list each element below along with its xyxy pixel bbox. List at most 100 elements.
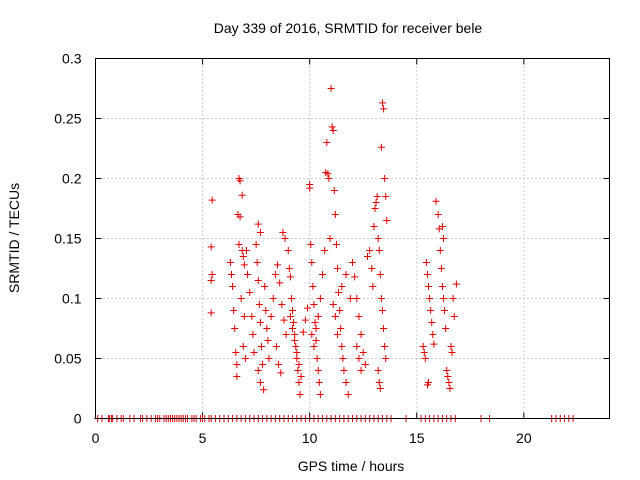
- data-point: [323, 139, 331, 146]
- data-point: [441, 307, 449, 314]
- data-point: [428, 319, 436, 326]
- data-point: [208, 196, 216, 204]
- y-tick-label: 0.25: [54, 111, 81, 127]
- data-point: [438, 223, 446, 230]
- data-point: [355, 313, 363, 320]
- data-point: [255, 301, 263, 308]
- data-point: [327, 85, 335, 92]
- data-point: [227, 271, 235, 278]
- data-point: [233, 373, 241, 380]
- data-point: [236, 213, 244, 221]
- data-point: [240, 313, 248, 320]
- data-point: [293, 349, 301, 356]
- data-point: [278, 301, 286, 308]
- data-point: [344, 391, 352, 398]
- data-point: [242, 247, 250, 254]
- data-point: [256, 379, 264, 386]
- data-point: [235, 241, 243, 248]
- data-point: [448, 349, 456, 356]
- data-point: [373, 193, 381, 200]
- plot-frame: [95, 58, 610, 419]
- data-point: [452, 280, 460, 288]
- data-point: [299, 328, 307, 336]
- data-point: [310, 301, 318, 308]
- data-point: [359, 349, 367, 356]
- data-point: [349, 259, 356, 266]
- x-tick-label: 5: [199, 430, 207, 446]
- y-tick-label: 0.1: [62, 291, 82, 307]
- data-point: [368, 265, 376, 272]
- data-point: [381, 175, 389, 182]
- data-point: [316, 391, 324, 398]
- data-point: [304, 304, 312, 312]
- data-point: [249, 331, 257, 338]
- data-point: [326, 235, 334, 242]
- data-point: [290, 319, 298, 326]
- data-point: [319, 271, 327, 278]
- data-point: [248, 313, 256, 320]
- data-point: [256, 229, 264, 236]
- data-point: [357, 367, 365, 374]
- data-point: [382, 355, 390, 362]
- data-point: [314, 313, 322, 320]
- data-point: [250, 349, 258, 356]
- data-point: [279, 229, 287, 236]
- data-point: [316, 295, 324, 302]
- data-point: [277, 369, 285, 377]
- y-tick-label: 0: [74, 411, 82, 427]
- data-point: [263, 325, 271, 332]
- data-point: [291, 337, 299, 344]
- data-point: [208, 271, 216, 278]
- data-point: [444, 373, 452, 380]
- data-point: [430, 340, 438, 348]
- data-point: [315, 379, 323, 386]
- data-point: [312, 337, 320, 344]
- data-point: [438, 283, 446, 290]
- data-point: [207, 243, 215, 251]
- data-point: [374, 235, 382, 242]
- data-point: [264, 337, 272, 344]
- data-point: [241, 355, 249, 362]
- data-point: [262, 307, 270, 314]
- data-point: [291, 331, 299, 338]
- data-point: [420, 349, 428, 356]
- data-point: [313, 355, 321, 362]
- data-point: [332, 241, 340, 248]
- data-point: [280, 316, 288, 324]
- data-point: [440, 235, 448, 242]
- data-point: [286, 313, 294, 320]
- data-point: [254, 220, 262, 228]
- data-point: [238, 191, 246, 199]
- y-axis-label: SRMTID / TECUs: [6, 183, 22, 293]
- data-point: [207, 309, 215, 317]
- data-point: [381, 343, 389, 350]
- data-point: [295, 361, 303, 368]
- data-point: [297, 373, 305, 380]
- data-point: [339, 355, 347, 362]
- data-point: [306, 184, 314, 192]
- data-point: [284, 247, 292, 254]
- data-point: [261, 283, 269, 290]
- data-point: [252, 241, 260, 248]
- data-point: [376, 385, 384, 392]
- data-point: [254, 367, 262, 374]
- data-point: [329, 301, 337, 308]
- data-point: [372, 199, 380, 206]
- data-point: [426, 295, 434, 302]
- data-point: [331, 211, 339, 218]
- data-point: [440, 295, 448, 302]
- data-point: [324, 170, 332, 178]
- data-point: [346, 295, 354, 302]
- data-point: [233, 361, 241, 368]
- data-point: [340, 367, 348, 374]
- data-point: [244, 271, 252, 278]
- data-point: [282, 331, 290, 338]
- data-point: [265, 355, 273, 362]
- data-point: [307, 241, 315, 248]
- x-tick-label: 15: [409, 430, 425, 446]
- data-point: [259, 361, 267, 368]
- data-point: [296, 391, 304, 398]
- data-point: [342, 271, 350, 278]
- data-point: [267, 313, 275, 320]
